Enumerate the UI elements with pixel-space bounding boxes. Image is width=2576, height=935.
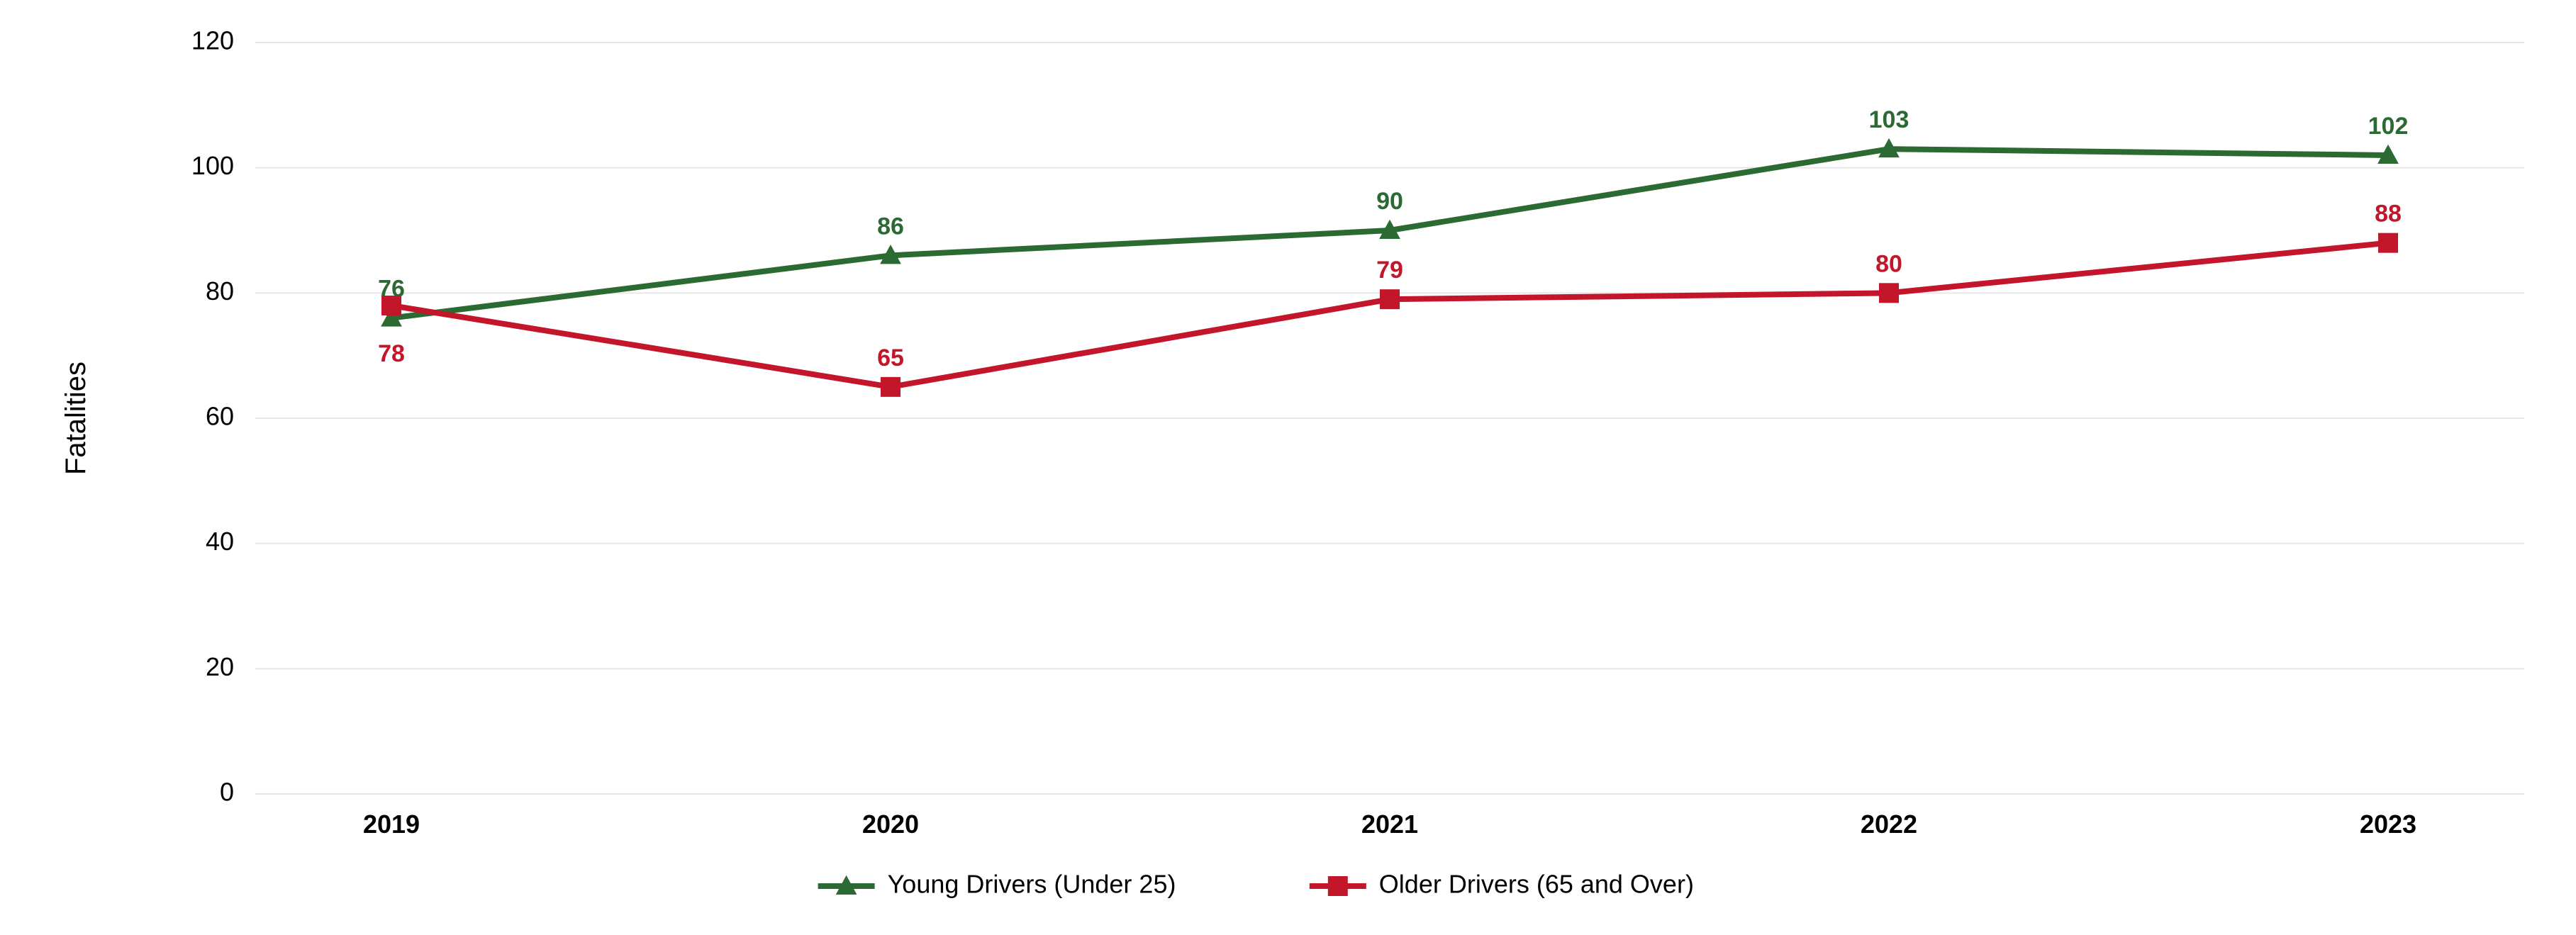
series-young-data-label: 86: [877, 213, 904, 240]
x-tick-label: 2019: [363, 810, 420, 839]
y-tick-label: 60: [206, 402, 234, 431]
series-older-marker: [382, 296, 401, 315]
series-older-data-label: 88: [2375, 201, 2402, 228]
y-tick-label: 40: [206, 527, 234, 556]
x-tick-label: 2022: [1861, 810, 1917, 839]
series-older-data-label: 80: [1875, 250, 1902, 277]
y-tick-label: 120: [191, 26, 234, 55]
series-young-data-label: 103: [1869, 106, 1909, 133]
y-tick-label: 0: [220, 778, 234, 807]
series-young-data-label: 90: [1376, 188, 1403, 215]
y-tick-label: 20: [206, 652, 234, 681]
y-tick-label: 80: [206, 276, 234, 306]
series-older-data-label: 79: [1376, 257, 1403, 284]
x-tick-label: 2023: [2360, 810, 2416, 839]
legend-older-label: Older Drivers (65 and Over): [1379, 870, 1694, 899]
series-older-marker: [1381, 290, 1399, 308]
y-axis-label: Fatalities: [60, 362, 91, 475]
y-tick-label: 100: [191, 151, 234, 180]
legend-older-marker: [1329, 877, 1347, 895]
x-tick-label: 2021: [1361, 810, 1418, 839]
x-tick-label: 2020: [862, 810, 919, 839]
series-older-data-label: 78: [378, 340, 405, 367]
series-older-data-label: 65: [877, 345, 904, 371]
fatalities-line-chart: 0 20 40 60 80 100 120 2019 2020 2021 2022 2023 Fatal…: [0, 0, 2576, 935]
series-older-marker: [1880, 284, 1898, 302]
series-young-data-label: 102: [2368, 113, 2409, 140]
series-older-marker: [2379, 234, 2397, 252]
series-older-marker: [881, 378, 900, 396]
legend-young-label: Young Drivers (Under 25): [888, 870, 1176, 899]
chart-svg: 0 20 40 60 80 100 120 2019 2020 2021 2022 2023 Fatal…: [0, 0, 2576, 935]
